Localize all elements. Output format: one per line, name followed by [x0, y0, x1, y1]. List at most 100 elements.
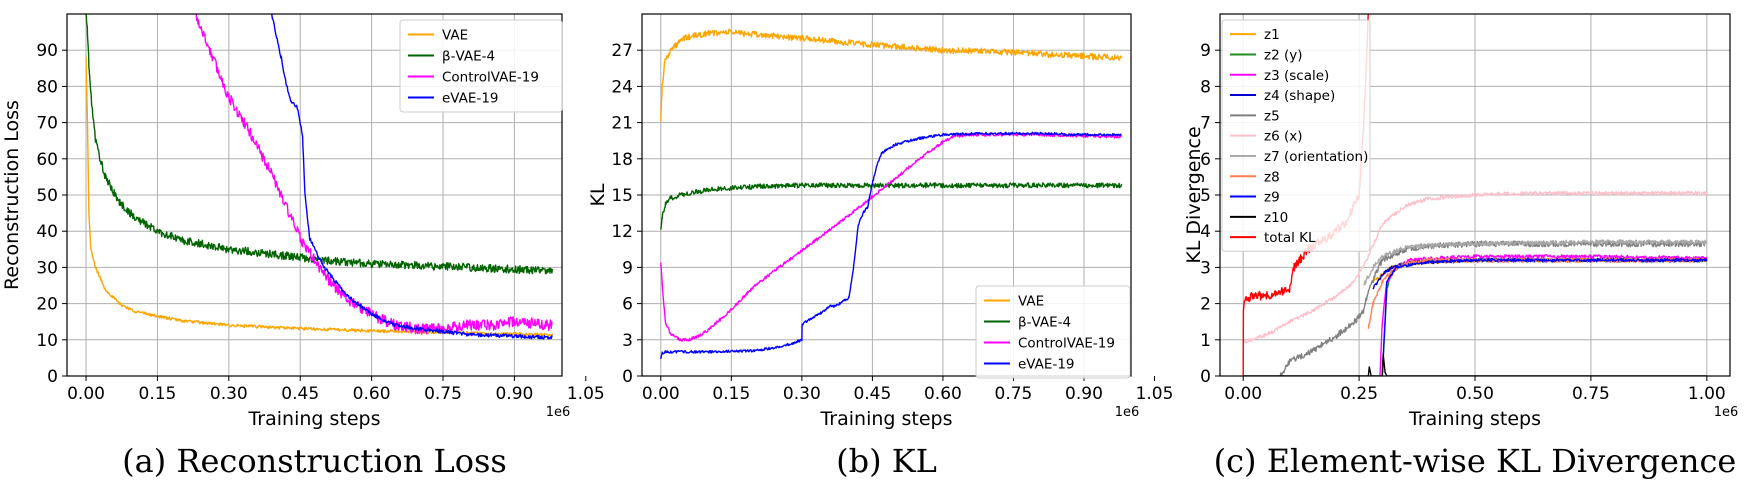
legend-entry: β-VAE-4 [1018, 315, 1071, 331]
y-tick-label: 0 [622, 367, 633, 387]
legend-entry: z3 (scale) [1264, 68, 1329, 84]
legend: z1 z2 (y) z3 (scale) z4 (shape) z5 z6 (x) z7 (… [1221, 19, 1371, 252]
x-tick-label: 0.00 [1224, 384, 1262, 404]
x-axis-label: Training steps [819, 408, 952, 430]
legend-entry: ControlVAE-19 [442, 70, 539, 86]
series-line-z2-y- [1381, 258, 1708, 376]
x-tick-label: 0.30 [783, 384, 821, 404]
x-tick-label: 0.90 [1065, 384, 1103, 404]
y-tick-label: 3 [1200, 258, 1211, 278]
legend-entry: z2 (y) [1264, 47, 1303, 63]
x-tick-label: 0.30 [210, 384, 248, 404]
legend-box [399, 19, 563, 113]
y-tick-label: 40 [36, 222, 58, 242]
x-tick-label: 0.45 [853, 384, 891, 404]
y-tick-label: 8 [1200, 77, 1211, 97]
y-tick-label: 70 [36, 114, 58, 134]
legend-box [1221, 19, 1371, 252]
y-tick-label: 0 [47, 367, 58, 387]
legend-entry: VAE [442, 28, 468, 44]
legend-box [975, 285, 1131, 379]
series-line-evae-19 [660, 131, 1122, 359]
y-tick-label: 30 [36, 258, 58, 278]
panel-caption: (b) KL [836, 442, 937, 480]
y-tick-label: 0 [1200, 367, 1211, 387]
series-line-z9 [1381, 258, 1708, 376]
legend-entry: z4 (shape) [1264, 88, 1335, 104]
panel-caption: (a) Reconstruction Loss [122, 442, 507, 480]
x-axis-label: Training steps [247, 408, 380, 430]
legend-entry: ControlVAE-19 [1018, 336, 1115, 352]
legend-entry: z10 [1264, 210, 1288, 226]
y-tick-label: 1 [1200, 331, 1211, 351]
series-line-vae [660, 28, 1123, 122]
x-tick-label: 0.00 [642, 384, 680, 404]
x-tick-label: 0.00 [67, 384, 105, 404]
y-tick-label: 90 [36, 41, 58, 61]
legend-entry: z6 (x) [1264, 129, 1303, 145]
legend-entry: eVAE-19 [1018, 357, 1075, 373]
y-tick-label: 6 [1200, 150, 1211, 170]
y-tick-label: 20 [36, 295, 58, 315]
x-tick-label: 0.45 [281, 384, 319, 404]
y-tick-label: 10 [36, 331, 58, 351]
x-tick-label: 0.75 [995, 384, 1033, 404]
series-line-z6-x- [1242, 190, 1708, 344]
legend-entry: VAE [1018, 294, 1044, 310]
x-tick-label: 1.05 [567, 384, 605, 404]
series-line-evae-19 [271, 14, 554, 340]
series-line-z7-orientation- [1363, 239, 1708, 286]
legend-entry: z8 [1264, 169, 1280, 185]
y-tick-label: 60 [36, 150, 58, 170]
y-tick-label: 50 [36, 186, 58, 206]
legend-entry: z7 (orientation) [1264, 149, 1368, 165]
x-tick-label: 0.75 [1572, 384, 1610, 404]
panel-element-wise-kl: 0.00 0.25 0.50 0.75 1.00 0 1 2 3 4 5 6 7 8 9 Training … [1183, 13, 1739, 480]
y-tick-label: 18 [611, 150, 633, 170]
x-tick-label: 0.15 [139, 384, 177, 404]
y-tick-label: 4 [1200, 222, 1211, 242]
y-axis-label: KL Divergence [1183, 126, 1205, 263]
panel-kl: 0.00 0.15 0.30 0.45 0.60 0.75 0.90 1.05 0 3 6 9 12 15… [587, 13, 1173, 480]
axis-ticks: 0.00 0.15 0.30 0.45 0.60 0.75 0.90 1.05 0 10 20 30 4… [36, 41, 604, 404]
x-tick-label: 0.60 [353, 384, 391, 404]
legend-entry: eVAE-19 [442, 91, 499, 107]
y-tick-label: 5 [1200, 186, 1211, 206]
axis-ticks: 0.00 0.15 0.30 0.45 0.60 0.75 0.90 1.05 0 3 6 9 12 15… [611, 41, 1173, 404]
x-tick-label: 1.00 [1688, 384, 1726, 404]
series-line--vae-4 [85, 14, 554, 275]
x-offset-label: 1e6 [1714, 405, 1739, 420]
y-tick-label: 15 [611, 186, 633, 206]
x-tick-label: 0.60 [924, 384, 962, 404]
y-axis-label: KL [587, 183, 609, 206]
legend-entry: z1 [1264, 27, 1280, 43]
legend-entry: z9 [1264, 190, 1280, 206]
panel-caption: (c) Element-wise KL Divergence [1214, 442, 1737, 480]
series-group [1242, 14, 1708, 376]
y-tick-label: 24 [611, 77, 633, 97]
legend-entry: z5 [1264, 108, 1280, 124]
x-tick-label: 1.05 [1136, 384, 1174, 404]
y-tick-label: 12 [611, 222, 633, 242]
axis-ticks: 0.00 0.25 0.50 0.75 1.00 0 1 2 3 4 5 6 7 8 9 [1200, 41, 1726, 404]
legend-entry: β-VAE-4 [442, 49, 495, 65]
y-tick-label: 27 [611, 41, 633, 61]
legend-entry: total KL [1264, 230, 1316, 246]
legend: VAE β-VAE-4 ControlVAE-19 eVAE-19 [975, 285, 1131, 379]
x-offset-label: 1e6 [546, 405, 571, 420]
x-axis-label: Training steps [1408, 408, 1541, 430]
y-tick-label: 2 [1200, 295, 1211, 315]
y-tick-label: 9 [622, 258, 633, 278]
legend: VAE β-VAE-4 ControlVAE-19 eVAE-19 [399, 19, 563, 113]
y-axis-label: Reconstruction Loss [1, 100, 23, 290]
series-group [660, 28, 1123, 359]
series-line--vae-4 [660, 182, 1123, 230]
x-tick-label: 0.90 [495, 384, 533, 404]
y-tick-label: 7 [1200, 114, 1211, 134]
panel-reconstruction-loss: 0.00 0.15 0.30 0.45 0.60 0.75 0.90 1.05 0 10 20 30 4… [1, 13, 605, 480]
series-group [85, 14, 554, 340]
y-tick-label: 80 [36, 77, 58, 97]
x-tick-label: 0.75 [424, 384, 462, 404]
y-tick-label: 21 [611, 114, 633, 134]
